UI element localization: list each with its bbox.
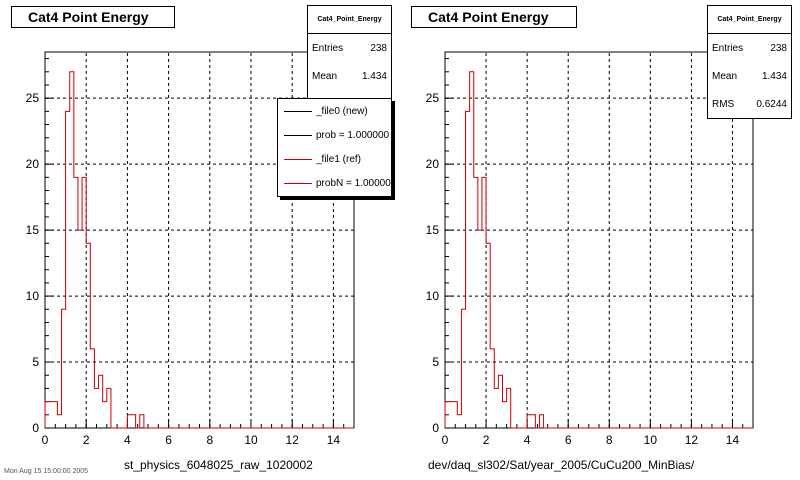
right-stats-rms: RMS 0.6244 <box>708 90 791 118</box>
left-stats-box: Cat4_Point_Energy Entries 238 Mean 1.434 <box>307 5 392 105</box>
right-stats-rms-label: RMS <box>712 98 735 110</box>
left-histogram-series <box>44 71 354 429</box>
legend-line-file0 <box>284 110 312 112</box>
right-y-tick-label: 10 <box>426 289 440 303</box>
legend-line-prob <box>284 134 312 136</box>
legend-label-prob: prob = 1.000000 <box>316 129 390 141</box>
left-x-tick-label: 10 <box>244 433 258 447</box>
right-stats-entries-label: Entries <box>712 42 744 54</box>
legend-label-file0: _file0 (new) <box>316 105 368 117</box>
left-x-axis-label: st_physics_6048025_raw_1020002 <box>124 458 313 472</box>
legend-label-probn: probN = 1.000000 <box>316 177 392 189</box>
left-x-tick-label: 6 <box>165 433 172 447</box>
legend-label-file1: _file1 (ref) <box>316 153 362 165</box>
right-x-tick-label: 0 <box>442 433 449 447</box>
right-y-tick-label: 20 <box>426 157 440 171</box>
right-y-tick-label: 5 <box>432 355 439 369</box>
left-y-tick-label: 10 <box>26 289 40 303</box>
left-stats-entries-value: 238 <box>370 42 387 54</box>
right-histogram-series <box>444 71 753 429</box>
right-stats-entries: Entries 238 <box>708 34 791 62</box>
right-plot-title-text: Cat4 Point Energy <box>428 9 549 25</box>
left-x-tick-label: 0 <box>42 433 49 447</box>
right-stats-box: Cat4_Point_Energy Entries 238 Mean 1.434… <box>707 5 792 119</box>
right-x-axis-label: dev/daq_sl302/Sat/year_2005/CuCu200_MinB… <box>428 458 695 472</box>
right-x-tick-label: 4 <box>524 433 531 447</box>
legend-line-file1 <box>284 158 312 160</box>
right-stats-title: Cat4_Point_Energy <box>708 6 791 34</box>
right-plot-title: Cat4 Point Energy <box>411 6 577 28</box>
right-stats-mean-value: 1.434 <box>761 70 787 82</box>
left-x-tick-label: 12 <box>286 433 300 447</box>
left-x-tick-label: 14 <box>327 433 341 447</box>
left-y-tick-label: 15 <box>26 223 40 237</box>
legend-item-file0: _file0 (new) <box>278 99 391 123</box>
right-stats-mean-label: Mean <box>712 70 738 82</box>
right-x-tick-label: 6 <box>565 433 572 447</box>
right-y-tick-label: 15 <box>426 223 440 237</box>
left-stats-title: Cat4_Point_Energy <box>308 6 391 34</box>
legend: _file0 (new) prob = 1.000000 _file1 (ref… <box>277 98 392 197</box>
left-plot-title-text: Cat4 Point Energy <box>28 9 149 25</box>
left-x-tick-label: 8 <box>206 433 213 447</box>
right-x-tick-label: 12 <box>685 433 699 447</box>
legend-item-file1: _file1 (ref) <box>278 147 391 171</box>
left-stats-mean-value: 1.434 <box>361 70 387 82</box>
right-stats-mean: Mean 1.434 <box>708 62 791 90</box>
right-stats-entries-value: 238 <box>770 42 787 54</box>
left-plot-title: Cat4 Point Energy <box>11 6 175 28</box>
left-stats-mean: Mean 1.434 <box>308 62 391 90</box>
left-y-tick-label: 5 <box>32 355 39 369</box>
right-y-tick-label: 25 <box>426 91 440 105</box>
legend-item-probn: probN = 1.000000 <box>278 171 391 195</box>
right-x-tick-label: 14 <box>726 433 740 447</box>
left-x-tick-label: 4 <box>124 433 131 447</box>
right-stats-rms-value: 0.6244 <box>756 98 787 110</box>
left-stats-entries-label: Entries <box>312 42 344 54</box>
right-x-tick-label: 10 <box>644 433 658 447</box>
left-stats-mean-label: Mean <box>312 70 338 82</box>
left-y-tick-label: 25 <box>26 91 40 105</box>
footer-timestamp: Mon Aug 15 15:00:00 2005 <box>4 468 89 475</box>
left-stats-entries: Entries 238 <box>308 34 391 62</box>
left-x-tick-label: 2 <box>83 433 90 447</box>
right-x-tick-label: 8 <box>606 433 613 447</box>
legend-line-probn <box>284 182 312 184</box>
legend-item-prob: prob = 1.000000 <box>278 123 391 147</box>
right-y-tick-label: 0 <box>432 421 439 435</box>
right-x-tick-label: 2 <box>483 433 490 447</box>
left-y-tick-label: 20 <box>26 157 40 171</box>
left-y-tick-label: 0 <box>32 421 39 435</box>
